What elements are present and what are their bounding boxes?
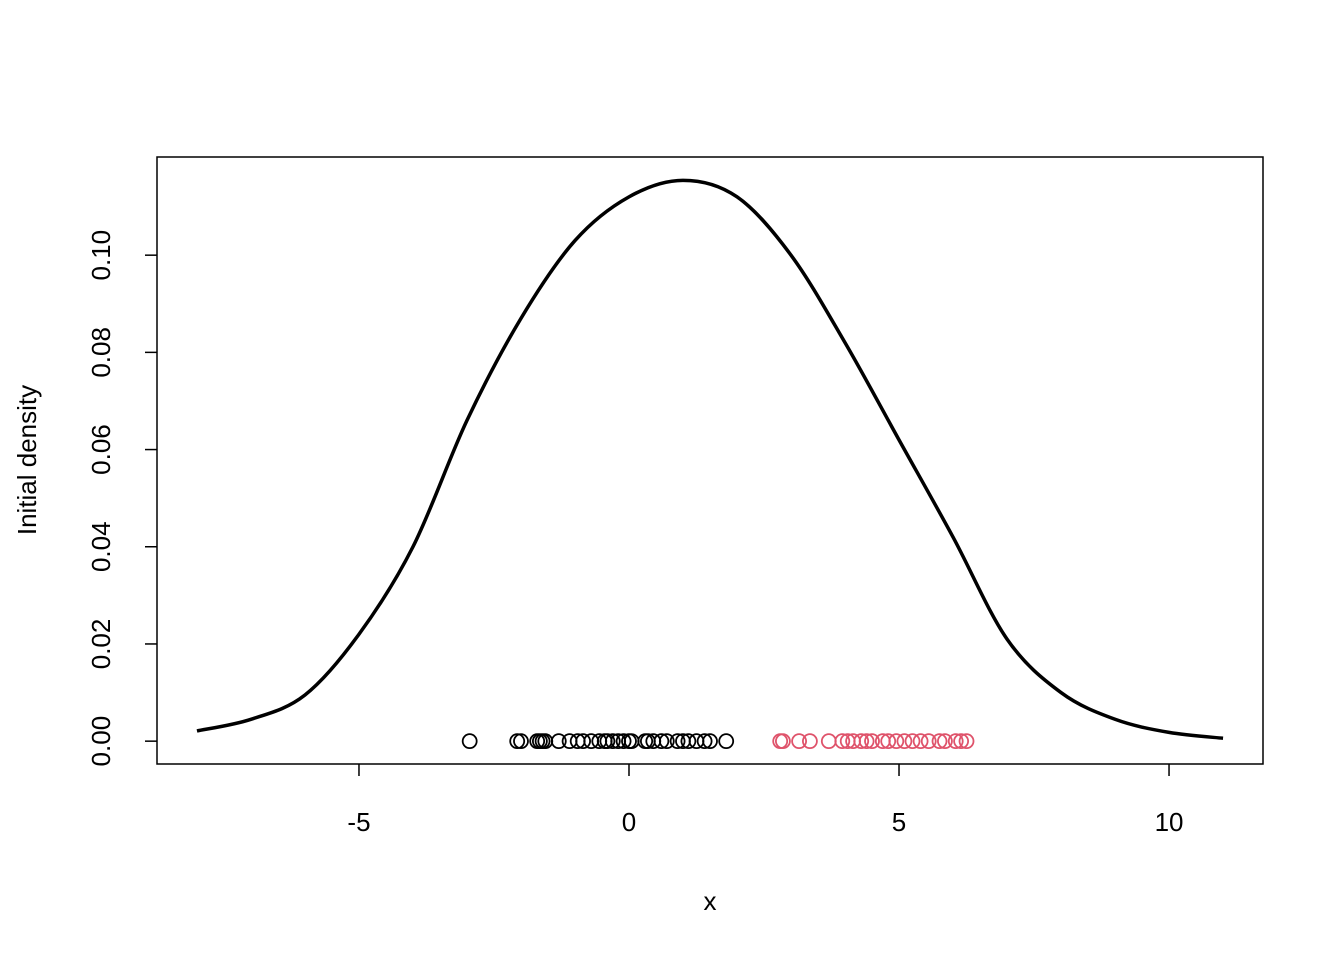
x-tick-label: 5	[892, 807, 906, 837]
y-tick-label: 0.04	[86, 521, 116, 572]
data-point	[853, 733, 870, 750]
x-axis-label: x	[704, 886, 717, 916]
data-point	[888, 733, 905, 750]
plot-frame	[156, 156, 1264, 765]
data-point	[958, 733, 975, 750]
data-point	[550, 733, 567, 750]
data-point	[696, 733, 713, 750]
data-point	[775, 733, 791, 750]
data-point	[680, 733, 697, 750]
data-point	[718, 733, 735, 750]
y-tick-label: 0.02	[86, 619, 116, 670]
y-tick-label: 0.00	[86, 716, 116, 767]
data-point	[820, 733, 837, 750]
x-tick-label: 0	[622, 807, 636, 837]
data-point	[931, 733, 948, 750]
y-axis-label: Initial density	[12, 385, 42, 535]
data-point	[904, 733, 921, 750]
data-point	[653, 733, 670, 750]
data-point	[791, 733, 808, 750]
y-tick-label: 0.06	[86, 424, 116, 475]
data-point	[880, 733, 897, 750]
data-point	[658, 733, 675, 750]
data-point	[912, 733, 929, 750]
data-point	[937, 733, 953, 750]
x-tick-label: 10	[1155, 807, 1184, 837]
data-point	[461, 733, 478, 750]
data-point	[834, 733, 851, 750]
data-point	[604, 733, 621, 750]
data-point	[583, 733, 600, 750]
data-point	[947, 733, 964, 750]
data-point	[509, 733, 526, 750]
data-point	[669, 733, 686, 750]
data-point	[599, 733, 616, 750]
x-tick-label: -5	[347, 807, 370, 837]
y-tick-label: 0.10	[86, 230, 116, 281]
data-point	[702, 733, 718, 750]
y-tick-label: 0.08	[86, 327, 116, 378]
data-point	[561, 733, 578, 750]
data-point	[920, 733, 937, 750]
density-curve	[196, 178, 1224, 740]
data-point	[953, 733, 970, 750]
data-point	[802, 733, 818, 750]
data-point	[615, 733, 632, 750]
data-point	[513, 733, 529, 750]
data-point	[864, 733, 880, 750]
data-point	[688, 733, 705, 750]
data-point	[575, 733, 591, 750]
data-point	[896, 733, 913, 750]
data-point	[858, 733, 875, 750]
